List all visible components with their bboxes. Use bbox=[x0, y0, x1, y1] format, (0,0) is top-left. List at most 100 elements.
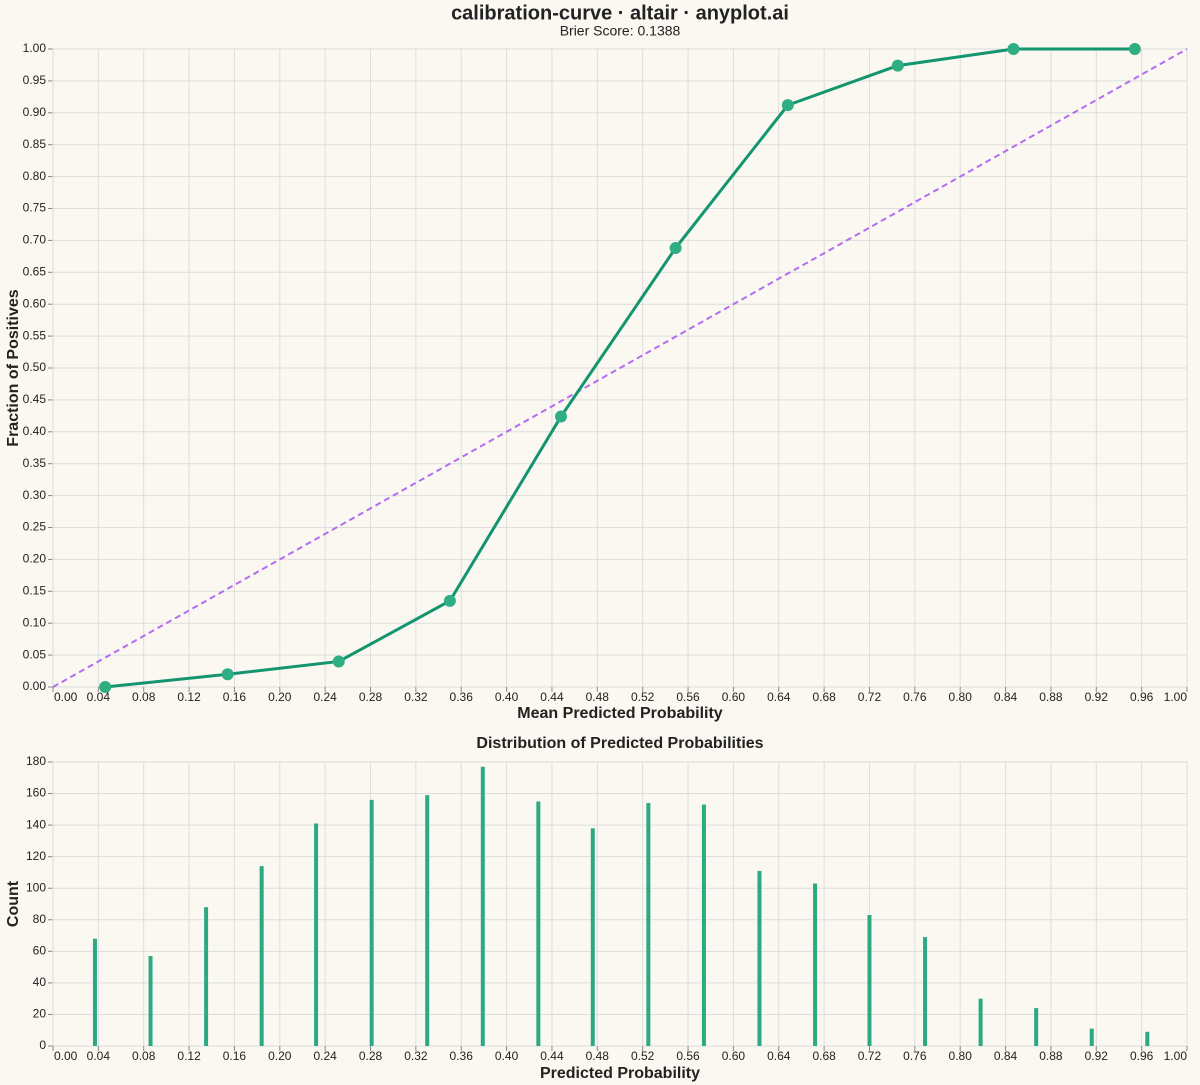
data-point bbox=[1128, 43, 1141, 55]
x-tick-label: 0.44 bbox=[540, 1049, 564, 1063]
x-tick-label: 0.96 bbox=[1130, 1049, 1154, 1063]
x-tick-label: 0.80 bbox=[949, 1049, 973, 1063]
x-tick-label: 0.20 bbox=[268, 690, 292, 704]
x-tick-label: 0.32 bbox=[404, 1049, 428, 1063]
bar bbox=[148, 956, 153, 1046]
x-tick-label: 0.84 bbox=[994, 690, 1018, 704]
plot-area bbox=[52, 761, 1188, 1047]
x-tick-label: 0.96 bbox=[1130, 690, 1154, 704]
x-tick-label: 0.84 bbox=[994, 1049, 1018, 1063]
x-tick-label: 0.08 bbox=[132, 1049, 156, 1063]
x-tick-label: 0.76 bbox=[903, 1049, 927, 1063]
bar bbox=[92, 938, 97, 1046]
y-tick-label: 140 bbox=[26, 817, 46, 831]
y-axis-title: Fraction of Positives bbox=[5, 289, 22, 446]
bar bbox=[536, 801, 541, 1046]
x-tick-label: 0.60 bbox=[722, 690, 746, 704]
x-tick-label: 0.88 bbox=[1039, 1049, 1063, 1063]
x-tick-label: 0.36 bbox=[450, 1049, 474, 1063]
y-tick-label: 0.60 bbox=[23, 296, 47, 310]
bar bbox=[701, 804, 706, 1046]
x-tick-label: 0.04 bbox=[87, 690, 111, 704]
x-tick-label: 0.76 bbox=[903, 690, 927, 704]
bar bbox=[923, 937, 928, 1046]
bar bbox=[590, 828, 595, 1046]
x-tick-label: 0.52 bbox=[631, 690, 655, 704]
x-tick-label: 0.64 bbox=[767, 690, 791, 704]
series-line bbox=[105, 47, 1135, 689]
x-tick-label: 0.12 bbox=[177, 690, 201, 704]
bar bbox=[646, 803, 651, 1046]
x-tick-label: 0.92 bbox=[1085, 1049, 1109, 1063]
x-tick-label: 0.08 bbox=[132, 690, 156, 704]
y-tick-label: 0.00 bbox=[23, 679, 47, 693]
panel-title: Distribution of Predicted Probabilities bbox=[476, 735, 763, 752]
y-tick-label: 0 bbox=[39, 1038, 46, 1052]
y-tick-label: 80 bbox=[33, 912, 47, 926]
x-tick-label: 0.72 bbox=[858, 690, 882, 704]
x-tick-label: 0.24 bbox=[313, 690, 337, 704]
y-tick-label: 180 bbox=[26, 754, 46, 768]
series-line bbox=[52, 48, 1188, 688]
data-point bbox=[781, 99, 794, 112]
y-tick-label: 0.85 bbox=[23, 137, 47, 151]
y-tick-label: 0.70 bbox=[23, 233, 47, 247]
x-tick-label: 0.16 bbox=[223, 690, 247, 704]
y-tick-label: 0.65 bbox=[23, 264, 47, 278]
y-tick-label: 0.05 bbox=[23, 647, 47, 661]
chart-title: calibration-curve · altair · anyplot.ai bbox=[451, 2, 789, 24]
x-tick-label: 0.72 bbox=[858, 1049, 882, 1063]
x-tick-label: 1.00 bbox=[1164, 690, 1188, 704]
data-point bbox=[669, 242, 682, 255]
data-point bbox=[891, 59, 904, 72]
chart-subtitle: Brier Score: 0.1388 bbox=[560, 23, 681, 39]
bar bbox=[480, 766, 485, 1046]
x-axis-title: Mean Predicted Probability bbox=[517, 705, 722, 722]
bar bbox=[425, 795, 430, 1046]
x-tick-label: 0.12 bbox=[177, 1049, 201, 1063]
x-tick-label: 0.20 bbox=[268, 1049, 292, 1063]
data-point bbox=[443, 594, 456, 607]
bar bbox=[978, 998, 983, 1046]
bar bbox=[259, 866, 264, 1046]
x-tick-label: 0.48 bbox=[586, 1049, 610, 1063]
y-tick-label: 0.35 bbox=[23, 456, 47, 470]
bar bbox=[1145, 1031, 1150, 1046]
y-tick-label: 0.75 bbox=[23, 201, 47, 215]
y-tick-label: 0.50 bbox=[23, 360, 47, 374]
bar bbox=[1089, 1028, 1094, 1046]
y-tick-label: 160 bbox=[26, 786, 46, 800]
y-tick-label: 0.25 bbox=[23, 520, 47, 534]
y-tick-label: 40 bbox=[33, 975, 47, 989]
bar bbox=[314, 823, 319, 1046]
bar bbox=[757, 870, 762, 1046]
bar bbox=[1034, 1008, 1039, 1046]
x-tick-label: 0.36 bbox=[450, 690, 474, 704]
x-tick-label: 0.56 bbox=[676, 1049, 700, 1063]
y-tick-label: 0.30 bbox=[23, 488, 47, 502]
bar bbox=[204, 907, 209, 1046]
y-tick-label: 0.80 bbox=[23, 169, 47, 183]
x-tick-label: 1.00 bbox=[1164, 1049, 1188, 1063]
data-point bbox=[99, 681, 112, 693]
x-tick-label: 0.56 bbox=[676, 690, 700, 704]
x-tick-label: 0.40 bbox=[495, 1049, 519, 1063]
x-tick-label: 0.40 bbox=[495, 690, 519, 704]
bar bbox=[867, 915, 872, 1046]
x-tick-label: 0.44 bbox=[540, 690, 564, 704]
y-tick-label: 0.20 bbox=[23, 552, 47, 566]
y-tick-label: 0.10 bbox=[23, 615, 47, 629]
y-tick-label: 120 bbox=[26, 849, 46, 863]
y-tick-label: 0.40 bbox=[23, 424, 47, 438]
x-tick-label: 0.88 bbox=[1039, 690, 1063, 704]
x-tick-label: 0.04 bbox=[87, 1049, 111, 1063]
x-tick-label: 0.80 bbox=[949, 690, 973, 704]
y-tick-label: 0.45 bbox=[23, 392, 47, 406]
x-tick-label: 0.92 bbox=[1085, 690, 1109, 704]
x-tick-label: 0.60 bbox=[722, 1049, 746, 1063]
y-tick-label: 0.95 bbox=[23, 73, 47, 87]
x-tick-label: 0.28 bbox=[359, 690, 383, 704]
y-tick-label: 20 bbox=[33, 1007, 47, 1021]
y-tick-label: 1.00 bbox=[23, 41, 47, 55]
